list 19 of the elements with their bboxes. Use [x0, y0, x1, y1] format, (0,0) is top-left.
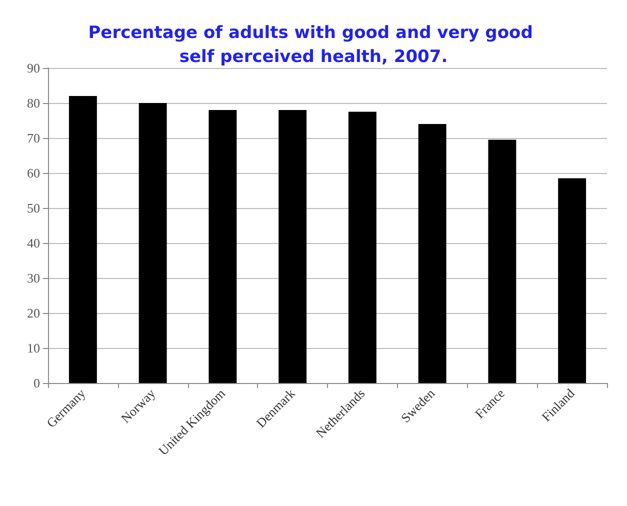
bar — [488, 140, 516, 383]
bar — [558, 178, 586, 383]
bar — [348, 112, 376, 383]
y-tick-label: 60 — [27, 166, 40, 180]
bar — [68, 96, 97, 383]
bar — [278, 110, 307, 383]
bar — [208, 110, 237, 383]
chart-title: Percentage of adults with good and very good self perceived health, 2007. — [88, 23, 539, 67]
y-tick-label: 50 — [27, 200, 40, 216]
y-tick-label: 90 — [27, 60, 40, 76]
bar — [418, 124, 446, 383]
y-tick-label: 30 — [27, 270, 40, 286]
bar — [138, 103, 167, 383]
y-tick-label: 80 — [27, 96, 40, 110]
y-tick-label: 70 — [27, 130, 40, 146]
y-tick-label: 10 — [27, 340, 40, 356]
y-tick-label: 20 — [27, 306, 40, 320]
y-tick-label: 0 — [34, 376, 40, 390]
y-tick-label: 40 — [27, 236, 40, 250]
